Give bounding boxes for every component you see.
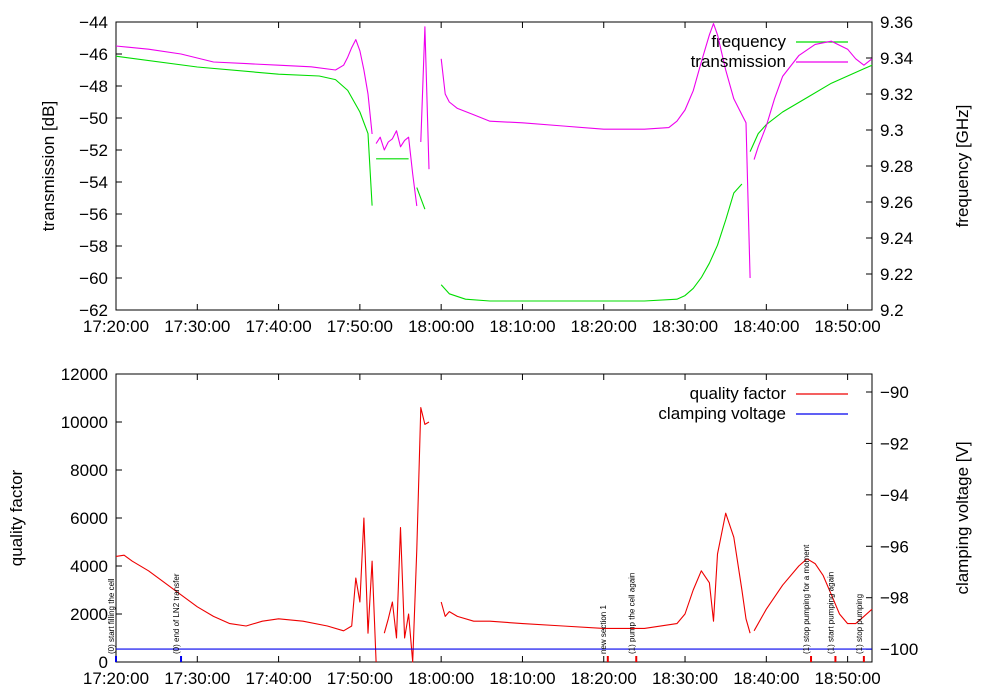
y-tick-label: 6000 (70, 509, 108, 528)
y-tick-label: −52 (79, 141, 108, 160)
x-tick-label: 18:30:00 (652, 317, 718, 336)
y2-tick-label: 9.32 (880, 85, 913, 104)
y2-tick-label: −100 (880, 640, 918, 659)
y2-tick-label: −92 (880, 434, 909, 453)
event-label: (1) stop pumping (855, 594, 864, 654)
x-tick-label: 17:20:00 (83, 317, 149, 336)
y-tick-label: −44 (79, 13, 108, 32)
event-label: (1) start pumping again (826, 572, 835, 654)
x-tick-label: 18:00:00 (408, 669, 474, 688)
y2-tick-label: 9.34 (880, 49, 913, 68)
y2-tick-label: 9.36 (880, 13, 913, 32)
legend-label: frequency (711, 32, 786, 51)
bottom-chart-quality-factor-voltage: 17:20:00 17:30:00 17:40:00 17:50:00 18:00:00… (7, 365, 972, 688)
x-tick-label: 17:50:00 (327, 317, 393, 336)
series-line-frequency (440, 183, 743, 302)
y2-axis-title: frequency [GHz] (953, 105, 972, 228)
series-line-quality-factor (383, 407, 430, 663)
y-tick-label: −60 (79, 269, 108, 288)
x-tick-label: 17:40:00 (245, 317, 311, 336)
x-tick-label: 18:10:00 (489, 317, 555, 336)
series-line-transmission (375, 130, 418, 207)
event-label: (0) end of LN2 transfer (172, 573, 181, 654)
y-tick-label: −62 (79, 301, 108, 320)
y2-tick-label: 9.24 (880, 229, 913, 248)
y2-tick-label: 9.2 (880, 301, 904, 320)
event-label: (0) start filling the cell (107, 578, 116, 654)
series-line-frequency (749, 64, 873, 152)
y-tick-label: −48 (79, 77, 108, 96)
y2-tick-label: 9.28 (880, 157, 913, 176)
series-line-frequency (115, 55, 373, 206)
series-line-transmission (753, 40, 873, 160)
x-tick-label: 18:50:00 (815, 669, 881, 688)
y2-axis-title: clamping voltage [V] (953, 441, 972, 594)
x-tick-label: 17:40:00 (245, 669, 311, 688)
y-axis-title: quality factor (7, 469, 26, 566)
top-chart-transmission-frequency: 17:20:00 17:30:00 17:40:00 17:50:00 18:00:00… (39, 13, 972, 336)
series-line-quality-factor (753, 558, 873, 632)
y2-tick-label: 9.26 (880, 193, 913, 212)
series-line-quality-factor (115, 517, 377, 663)
series-line-frequency (416, 187, 426, 210)
legend-label: transmission (691, 52, 786, 71)
series-line-transmission (115, 39, 373, 135)
event-label: (1) stop pumping for a moment (802, 544, 811, 654)
y-axis-title: transmission [dB] (39, 101, 58, 231)
y2-tick-label: 9.3 (880, 121, 904, 140)
x-tick-label: 18:10:00 (489, 669, 555, 688)
y-tick-label: 12000 (61, 365, 108, 384)
x-tick-label: 17:20:00 (83, 669, 149, 688)
series-line-transmission (420, 26, 430, 170)
y-tick-label: −46 (79, 45, 108, 64)
event-label: new section 1 (599, 605, 608, 654)
x-tick-label: 17:30:00 (164, 669, 230, 688)
y2-tick-label: −96 (880, 537, 909, 556)
y-tick-label: 10000 (61, 413, 108, 432)
x-tick-label: 18:40:00 (733, 317, 799, 336)
y-tick-label: −50 (79, 109, 108, 128)
y2-tick-label: −98 (880, 589, 909, 608)
y-tick-label: −58 (79, 237, 108, 256)
y2-tick-label: −90 (880, 383, 909, 402)
legend-label: clamping voltage (658, 404, 786, 423)
y-tick-label: 4000 (70, 557, 108, 576)
y-tick-label: 0 (99, 653, 108, 672)
y-tick-label: 8000 (70, 461, 108, 480)
x-tick-label: 18:50:00 (815, 317, 881, 336)
y2-tick-label: 9.22 (880, 265, 913, 284)
x-tick-label: 18:20:00 (571, 317, 637, 336)
legend-label: quality factor (690, 384, 787, 403)
x-tick-label: 18:30:00 (652, 669, 718, 688)
y-tick-label: 2000 (70, 605, 108, 624)
x-tick-label: 17:50:00 (327, 669, 393, 688)
y-tick-label: −54 (79, 173, 108, 192)
event-label: (1) pump the cell again (627, 573, 636, 654)
x-tick-label: 17:30:00 (164, 317, 230, 336)
series-line-transmission (440, 23, 751, 279)
series-line-quality-factor (440, 512, 751, 634)
x-tick-label: 18:40:00 (733, 669, 799, 688)
y2-tick-label: −94 (880, 486, 909, 505)
y-tick-label: −56 (79, 205, 108, 224)
x-tick-label: 18:00:00 (408, 317, 474, 336)
x-tick-label: 18:20:00 (571, 669, 637, 688)
